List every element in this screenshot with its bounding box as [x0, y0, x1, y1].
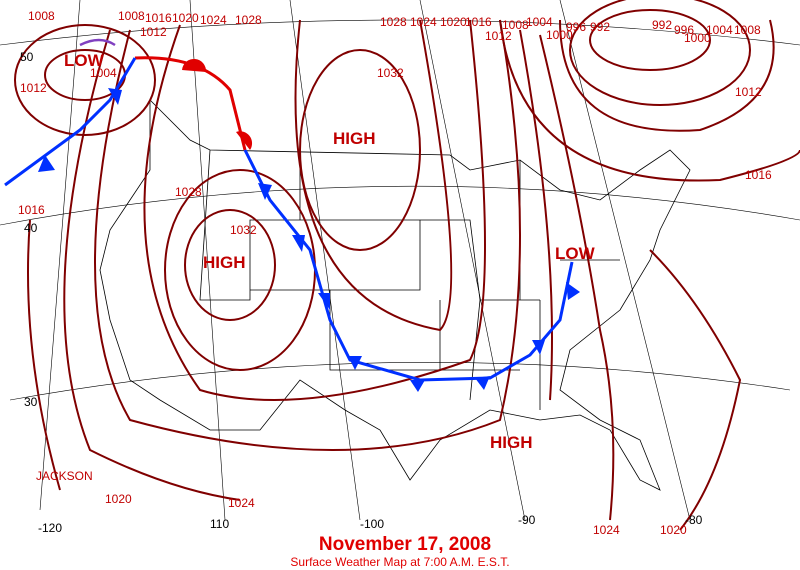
high-center: HIGH	[490, 433, 533, 452]
isobar-label: 1024	[593, 523, 620, 537]
longitude-lines	[39, 0, 691, 521]
longitude-label: 110	[210, 517, 229, 531]
isobar-label: 1016	[145, 11, 172, 25]
low-center: LOW	[555, 244, 596, 263]
isobar-label: 1008	[502, 18, 529, 32]
isobar	[589, 9, 711, 71]
isobar	[63, 29, 553, 501]
longitude-label: -100	[360, 517, 384, 531]
isobar-label: 1012	[140, 25, 167, 39]
isobar-label: 1012	[485, 29, 512, 43]
isobar-labels: 1008 1008 1016 1020 1024 1028 1012 1004 …	[18, 9, 772, 537]
isobar	[27, 34, 615, 521]
isobar-label: 1004	[526, 15, 553, 29]
isobar-label: 1008	[28, 9, 55, 23]
isobar-label: 1016	[18, 203, 45, 217]
isobar	[499, 19, 800, 182]
latitude-lines	[0, 19, 800, 401]
longitude-label: -80	[685, 513, 703, 527]
cold-front	[4, 57, 574, 382]
isobar-label: 1024	[228, 496, 255, 510]
high-center: HIGH	[333, 129, 376, 148]
isobar-label: 996	[566, 20, 586, 34]
isobar-label: 992	[590, 20, 610, 34]
isobar	[143, 19, 486, 401]
latitude-label: 30	[24, 395, 38, 409]
isobar-label: 1032	[230, 223, 257, 237]
isobar-label: 1012	[20, 81, 47, 95]
isobar	[184, 209, 276, 321]
isobar	[299, 49, 421, 251]
isobar-label: 1004	[90, 66, 117, 80]
isobar-label: 1028	[235, 13, 262, 27]
isobar-label: 1028	[380, 15, 407, 29]
isobar-label: 1024	[410, 15, 437, 29]
isobar-label: 1000	[684, 31, 711, 45]
isobar-label: 1020	[105, 492, 132, 506]
isobars	[14, 0, 800, 531]
high-center: HIGH	[203, 253, 246, 272]
isobar-label: 1008	[734, 23, 761, 37]
map-title: November 17, 2008	[319, 534, 491, 555]
isobar-label: 996	[674, 23, 694, 37]
fronts	[4, 38, 580, 392]
pressure-centers: LOW HIGH HIGH LOW HIGH	[64, 51, 596, 452]
latitude-label: 50	[20, 50, 34, 64]
isobar-label: 1028	[175, 185, 202, 199]
longitude-label: -90	[518, 513, 536, 527]
isobar-label: 1024	[200, 13, 227, 27]
isobar-label: 1020	[440, 15, 467, 29]
isobar	[649, 249, 742, 531]
isobar-label: 992	[652, 18, 672, 32]
longitude-label: -120	[38, 521, 62, 535]
isobar-label: 1016	[745, 168, 772, 182]
isobar-label: 1020	[172, 11, 199, 25]
isobar-label: 1004	[706, 23, 733, 37]
isobar	[294, 19, 453, 332]
map-subtitle: Surface Weather Map at 7:00 A.M. E.S.T.	[290, 555, 509, 569]
low-center: LOW	[64, 51, 105, 70]
isobar-label: 1012	[735, 85, 762, 99]
isobar-label: 1020	[660, 523, 687, 537]
isobar	[569, 0, 751, 106]
station-label: JACKSON	[36, 469, 93, 483]
coordinate-labels: 50 40 30 -120 110 -100 -90 -80	[20, 50, 703, 535]
isobar-label: 1032	[377, 66, 404, 80]
coastline	[99, 99, 691, 491]
isobar-label: 1000	[546, 28, 573, 42]
occluded-front	[79, 38, 116, 47]
isobar	[94, 19, 521, 451]
isobar-label: 1016	[465, 15, 492, 29]
latitude-label: 40	[24, 221, 38, 235]
isobar-label: 1008	[118, 9, 145, 23]
isobar	[14, 24, 156, 136]
warm-front-symbols	[182, 58, 253, 150]
